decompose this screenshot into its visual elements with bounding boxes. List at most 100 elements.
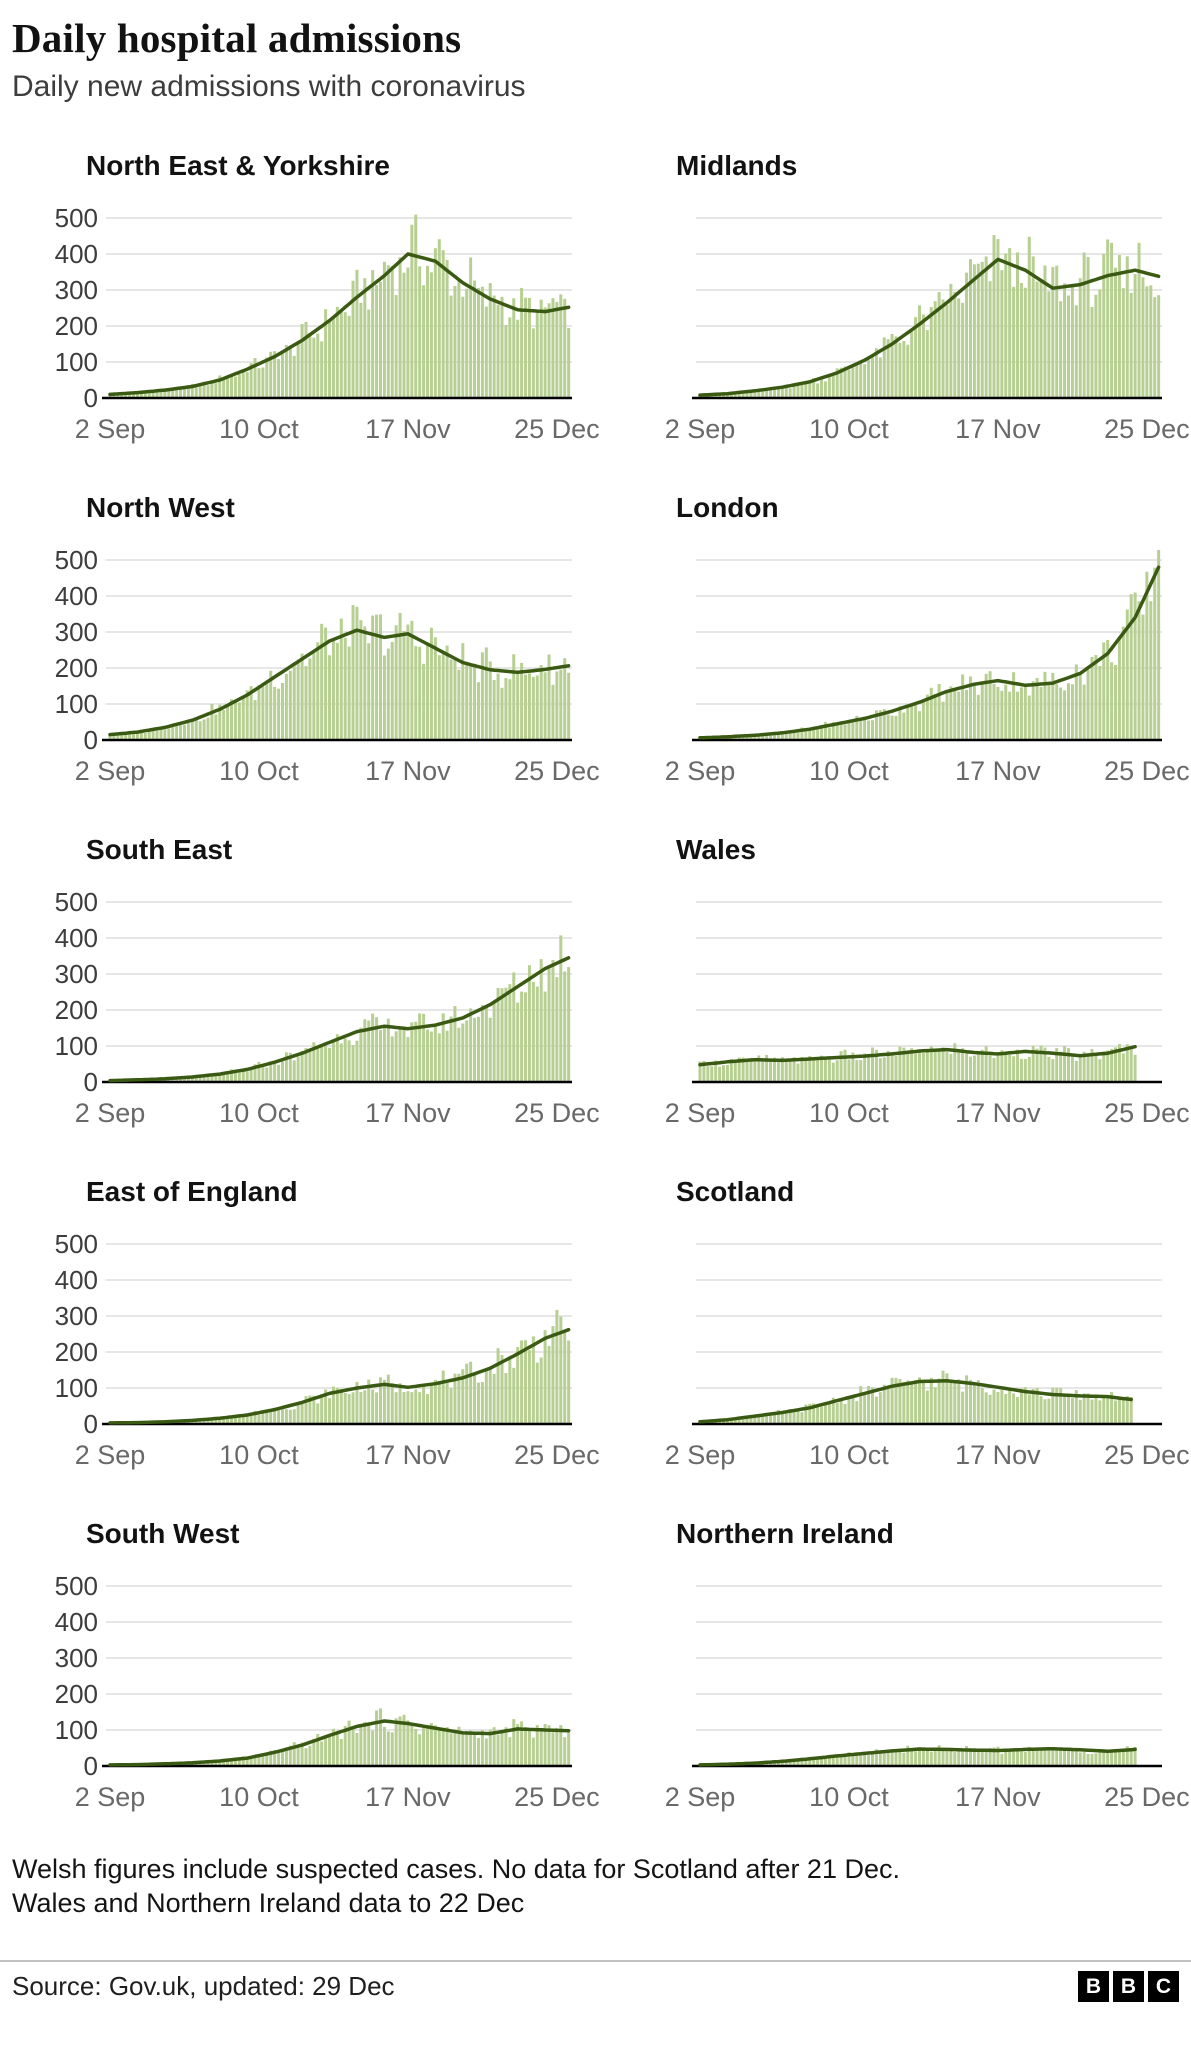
svg-text:400: 400 [55, 1265, 98, 1295]
daily-bars [698, 1370, 1133, 1424]
svg-text:17 Nov: 17 Nov [365, 414, 451, 444]
svg-text:10 Oct: 10 Oct [219, 756, 299, 786]
bbc-logo: B B C [1078, 1971, 1179, 2003]
x-axis-labels: 2 Sep 10 Oct 17 Nov 25 Dec [75, 1782, 600, 1812]
svg-text:17 Nov: 17 Nov [365, 1782, 451, 1812]
svg-text:2 Sep: 2 Sep [665, 1098, 736, 1128]
svg-text:10 Oct: 10 Oct [219, 1782, 299, 1812]
svg-text:17 Nov: 17 Nov [365, 756, 451, 786]
svg-text:2 Sep: 2 Sep [665, 756, 736, 786]
svg-text:2 Sep: 2 Sep [75, 1440, 146, 1470]
svg-text:100: 100 [55, 1031, 98, 1061]
trend-line [698, 257, 1161, 397]
svg-text:25 Dec: 25 Dec [1104, 1440, 1190, 1470]
svg-text:200: 200 [55, 1337, 98, 1367]
svg-text:300: 300 [55, 959, 98, 989]
x-axis-labels: 2 Sep 10 Oct 17 Nov 25 Dec [75, 1440, 600, 1470]
gridlines [696, 1585, 1162, 1731]
svg-text:17 Nov: 17 Nov [955, 414, 1041, 444]
chart-canvas-scotland: 2 Sep 10 Oct 17 Nov 25 Dec [665, 1243, 1190, 1470]
chart-canvas-midlands: 2 Sep 10 Oct 17 Nov 25 Dec [665, 217, 1190, 444]
svg-text:2 Sep: 2 Sep [75, 414, 146, 444]
chart-cell-wales: Wales 2 Sep 10 Oct 17 Nov 25 Dec [600, 834, 1190, 1134]
svg-text:500: 500 [55, 545, 98, 575]
svg-text:100: 100 [55, 1715, 98, 1745]
svg-text:0: 0 [84, 1409, 98, 1439]
chart-title-scotland: Scotland [676, 1176, 795, 1207]
svg-text:0: 0 [84, 1751, 98, 1781]
daily-bars [108, 214, 571, 398]
svg-text:100: 100 [55, 347, 98, 377]
svg-text:17 Nov: 17 Nov [955, 1098, 1041, 1128]
chart-cell-scotland: Scotland 2 Sep 10 Oct 17 Nov 25 Dec [600, 1176, 1190, 1476]
chart-title-midlands: Midlands [676, 150, 798, 181]
svg-text:25 Dec: 25 Dec [514, 1098, 600, 1128]
svg-text:2 Sep: 2 Sep [75, 1782, 146, 1812]
source-row: Source: Gov.uk, updated: 29 Dec B B C [0, 1960, 1191, 2008]
chart-canvas-wales: 2 Sep 10 Oct 17 Nov 25 Dec [665, 901, 1190, 1128]
trend-line [108, 252, 571, 397]
chart-title-wales: Wales [676, 834, 756, 865]
gridlines [696, 901, 1162, 1047]
svg-text:10 Oct: 10 Oct [809, 1782, 889, 1812]
y-axis-labels: 0 100 200 300 400 500 [55, 1229, 98, 1439]
gridlines [106, 1585, 572, 1731]
y-axis-labels: 0 100 200 300 400 500 [55, 1571, 98, 1781]
svg-text:25 Dec: 25 Dec [514, 1440, 600, 1470]
chart-cell-northern-ireland: Northern Ireland 2 Sep 10 Oct 17 Nov 25 Dec [600, 1518, 1190, 1818]
chart-cell-london: London 2 Sep 10 Oct 17 Nov 25 Dec [600, 492, 1190, 792]
trend-line [698, 1044, 1137, 1067]
chart-title-south-east: South East [86, 834, 233, 865]
y-axis-labels: 0 100 200 300 400 500 [55, 545, 98, 755]
trend-line [108, 1327, 571, 1425]
svg-text:500: 500 [55, 1229, 98, 1259]
svg-text:0: 0 [84, 1067, 98, 1097]
svg-text:500: 500 [55, 887, 98, 917]
bbc-logo-letter-c: C [1148, 1971, 1179, 2003]
trend-line [108, 1719, 571, 1767]
gridlines [106, 559, 572, 705]
trend-line [698, 565, 1161, 740]
svg-text:17 Nov: 17 Nov [955, 756, 1041, 786]
svg-text:100: 100 [55, 1373, 98, 1403]
y-axis-labels: 0 100 200 300 400 500 [55, 887, 98, 1097]
chart-cell-north-west: North West 0 100 200 300 400 500 2 Sep 10 Oct 17 … [10, 492, 600, 792]
svg-text:17 Nov: 17 Nov [365, 1440, 451, 1470]
svg-text:0: 0 [84, 725, 98, 755]
svg-text:10 Oct: 10 Oct [219, 414, 299, 444]
page-subtitle: Daily new admissions with coronavirus [12, 70, 526, 103]
chart-cell-midlands: Midlands 2 Sep 10 Oct 17 Nov 25 Dec [600, 150, 1190, 450]
svg-text:400: 400 [55, 923, 98, 953]
chart-cell-east-of-england: East of England 0 100 200 300 400 500 2 Sep 10 O… [10, 1176, 600, 1476]
svg-text:10 Oct: 10 Oct [809, 1440, 889, 1470]
svg-text:10 Oct: 10 Oct [809, 756, 889, 786]
chart-cell-north-east-yorkshire: North East & Yorkshire 0 100 200 300 400 500 2 … [10, 150, 600, 450]
daily-bars [698, 1043, 1137, 1082]
bbc-logo-letter-b1: B [1078, 1971, 1109, 2003]
svg-text:25 Dec: 25 Dec [514, 1782, 600, 1812]
svg-text:10 Oct: 10 Oct [219, 1098, 299, 1128]
svg-text:200: 200 [55, 653, 98, 683]
svg-text:25 Dec: 25 Dec [1104, 756, 1190, 786]
chart-title-north-west: North West [86, 492, 235, 523]
daily-bars [108, 935, 571, 1082]
daily-bars [698, 549, 1161, 740]
svg-text:500: 500 [55, 203, 98, 233]
chart-cell-south-east: South East 0 100 200 300 400 500 2 Sep 10 Oct 17 … [10, 834, 600, 1134]
trend-line [108, 956, 571, 1083]
trend-line [108, 628, 571, 737]
footnote-line-1: Welsh figures include suspected cases. N… [12, 1854, 900, 1884]
daily-bars [108, 605, 571, 740]
chart-title-london: London [676, 492, 779, 523]
svg-text:10 Oct: 10 Oct [809, 1098, 889, 1128]
bbc-logo-letter-b2: B [1113, 1971, 1144, 2003]
chart-title-south-west: South West [86, 1518, 240, 1549]
svg-text:25 Dec: 25 Dec [514, 414, 600, 444]
chart-canvas-northern-ireland: 2 Sep 10 Oct 17 Nov 25 Dec [665, 1585, 1190, 1812]
svg-text:2 Sep: 2 Sep [75, 1098, 146, 1128]
x-axis-labels: 2 Sep 10 Oct 17 Nov 25 Dec [665, 756, 1190, 786]
x-axis-labels: 2 Sep 10 Oct 17 Nov 25 Dec [665, 1782, 1190, 1812]
svg-text:400: 400 [55, 1607, 98, 1637]
chart-canvas-east-of-england: 0 100 200 300 400 500 2 Sep 10 Oct 17 Nov 25 Dec [55, 1229, 600, 1470]
